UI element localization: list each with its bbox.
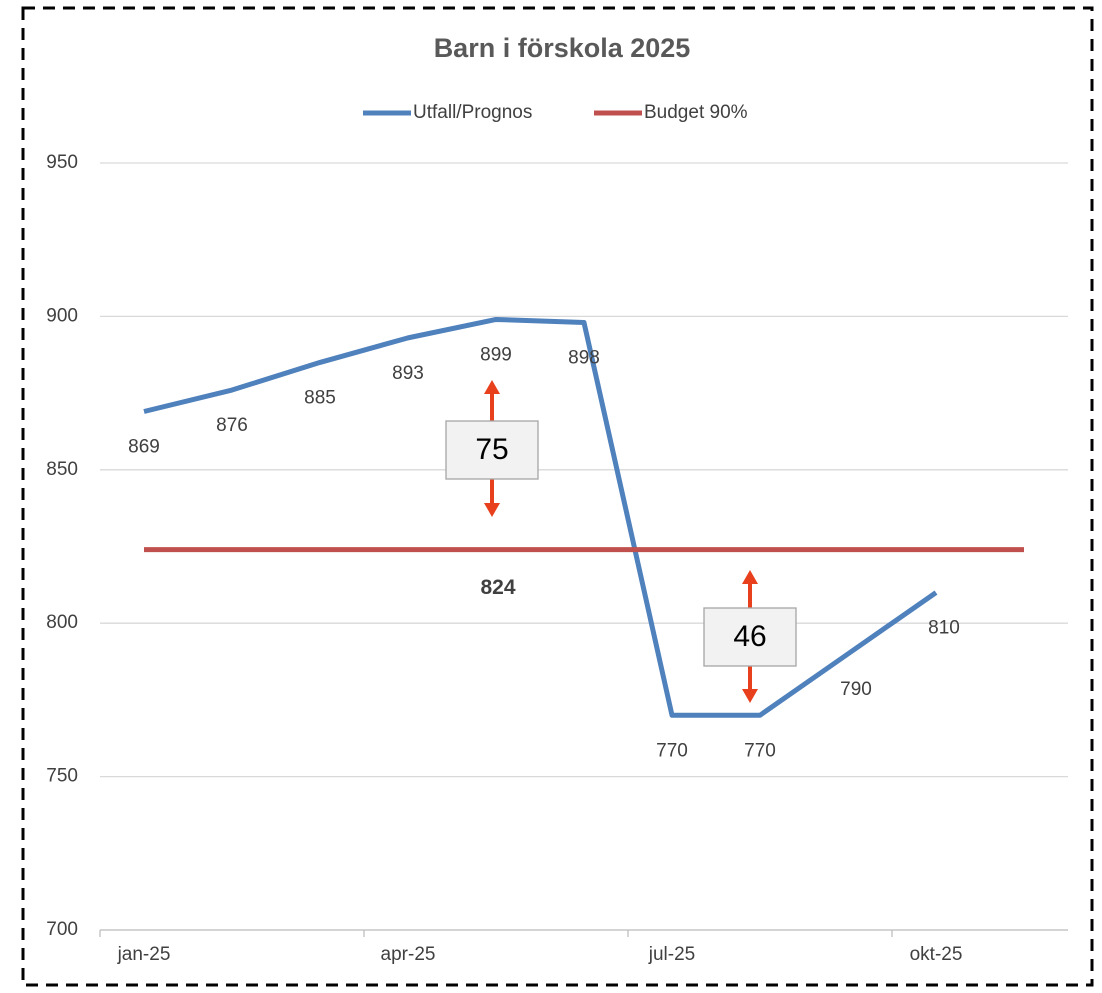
y-tick-label: 800 xyxy=(46,612,78,633)
x-tick-label: jul-25 xyxy=(648,944,695,965)
x-tick-label: jan-25 xyxy=(117,944,171,965)
data-label: 898 xyxy=(568,348,600,369)
data-label: 770 xyxy=(656,740,688,761)
legend-label: Utfall/Prognos xyxy=(413,102,532,123)
data-label: 893 xyxy=(392,363,424,384)
x-tick-label: apr-25 xyxy=(381,944,436,965)
data-label: 899 xyxy=(480,344,512,365)
legend-label: Budget 90% xyxy=(644,102,748,123)
data-label: 876 xyxy=(216,415,248,436)
annotation-box xyxy=(703,607,797,667)
data-label: 869 xyxy=(128,437,160,458)
x-tick-label: okt-25 xyxy=(910,944,963,965)
data-label: 770 xyxy=(744,740,776,761)
y-tick-label: 700 xyxy=(46,919,78,940)
data-label: 824 xyxy=(480,576,515,599)
annotation-box xyxy=(445,420,539,480)
arrow-head xyxy=(484,503,500,517)
y-tick-label: 900 xyxy=(46,305,78,326)
data-label: 810 xyxy=(928,618,960,639)
data-label: 790 xyxy=(840,679,872,700)
arrow-head xyxy=(742,689,758,703)
annotation-label: 46 xyxy=(733,620,766,653)
y-tick-label: 950 xyxy=(46,152,78,173)
arrow-head xyxy=(484,380,500,394)
annotation-label: 75 xyxy=(475,433,508,466)
arrow-head xyxy=(742,570,758,584)
y-tick-label: 750 xyxy=(46,766,78,787)
series-line xyxy=(143,316,938,718)
data-label: 885 xyxy=(304,387,336,408)
chart-border xyxy=(21,6,1094,987)
y-tick-label: 850 xyxy=(46,459,78,480)
chart-title: Barn i förskola 2025 xyxy=(434,33,691,63)
